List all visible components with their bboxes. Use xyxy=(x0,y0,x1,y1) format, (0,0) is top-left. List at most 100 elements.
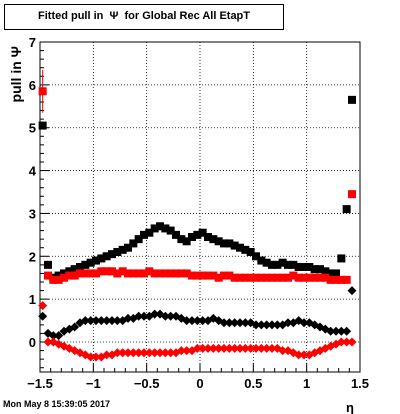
data-point-square xyxy=(124,269,132,278)
data-point-square xyxy=(118,245,127,254)
data-point-diamond xyxy=(230,318,240,328)
data-point-square xyxy=(214,273,223,282)
data-point-square xyxy=(230,241,239,250)
data-point-square xyxy=(113,269,122,278)
data-point-square xyxy=(81,260,90,269)
data-point-square xyxy=(273,273,282,282)
data-point-diamond xyxy=(272,320,282,330)
data-point-square xyxy=(225,271,234,280)
data-point-square xyxy=(204,271,212,280)
data-point-square xyxy=(316,265,324,274)
data-point-square xyxy=(348,190,356,199)
data-point-diamond xyxy=(347,286,357,296)
data-point-square xyxy=(161,224,170,233)
data-point-square xyxy=(326,269,335,278)
data-point-diamond xyxy=(112,348,122,358)
data-point-square xyxy=(150,269,159,278)
data-point-square xyxy=(305,273,314,282)
data-point-square xyxy=(246,248,255,256)
data-point-square xyxy=(257,256,266,265)
data-point-diamond xyxy=(198,343,208,353)
data-point-square xyxy=(305,263,314,271)
data-point-square xyxy=(310,273,319,282)
data-point-square xyxy=(241,245,250,254)
data-point-diamond xyxy=(166,311,176,321)
data-point-square xyxy=(182,237,191,246)
data-point-square xyxy=(310,265,319,274)
data-point-diamond xyxy=(342,337,352,347)
data-point-diamond xyxy=(48,331,58,341)
data-point-diamond xyxy=(91,316,101,326)
data-point-diamond xyxy=(128,348,138,358)
x-axis-label: η xyxy=(346,400,354,414)
data-point-square xyxy=(198,271,207,280)
data-point-square xyxy=(76,269,84,278)
data-point-diamond xyxy=(267,343,277,353)
y-tick-label: 0 xyxy=(29,335,36,350)
data-point-square xyxy=(236,243,244,252)
data-point-diamond xyxy=(38,311,48,321)
data-point-square xyxy=(166,226,175,235)
data-point-diamond xyxy=(240,343,250,353)
data-point-diamond xyxy=(187,316,197,326)
data-point-square xyxy=(284,273,292,282)
data-point-square xyxy=(49,275,58,284)
data-point-square xyxy=(129,239,138,248)
data-point-square xyxy=(230,273,239,282)
data-point-square xyxy=(97,254,106,263)
x-tick-label: −1 xyxy=(86,376,101,391)
data-point-diamond xyxy=(139,348,149,358)
data-point-diamond xyxy=(160,348,170,358)
data-point-diamond xyxy=(112,316,122,326)
data-point-diamond xyxy=(299,318,309,328)
data-point-square xyxy=(214,237,223,246)
data-point-square xyxy=(268,260,276,269)
data-point-square xyxy=(102,267,111,276)
data-point-square xyxy=(332,275,340,284)
data-point-diamond xyxy=(134,348,144,358)
data-point-square xyxy=(156,222,164,231)
data-point-square xyxy=(92,256,100,265)
data-point-diamond xyxy=(118,348,128,358)
data-point-square xyxy=(209,235,218,244)
data-point-square xyxy=(44,260,52,269)
y-tick-label: 5 xyxy=(29,121,36,136)
data-point-square xyxy=(278,273,287,282)
data-point-square xyxy=(60,273,68,282)
data-point-diamond xyxy=(336,337,346,347)
data-point-square xyxy=(273,260,282,269)
data-point-square xyxy=(102,252,111,261)
data-point-square xyxy=(70,271,79,280)
data-point-diamond xyxy=(203,343,213,353)
data-point-square xyxy=(321,267,330,276)
data-point-diamond xyxy=(182,346,192,356)
data-point-square xyxy=(140,230,148,239)
data-point-square xyxy=(166,269,175,278)
data-point-diamond xyxy=(198,316,208,326)
data-point-square xyxy=(60,269,68,278)
data-point-square xyxy=(118,267,127,276)
data-point-diamond xyxy=(256,320,266,330)
data-point-square xyxy=(204,233,212,241)
data-point-square xyxy=(252,252,260,261)
data-point-square xyxy=(193,271,202,280)
data-point-square xyxy=(300,273,308,282)
data-point-diamond xyxy=(262,343,272,353)
y-tick-label: 1 xyxy=(29,292,36,307)
y-tick-label: 4 xyxy=(29,164,37,179)
data-point-diamond xyxy=(91,352,101,362)
data-point-diamond xyxy=(155,348,165,358)
y-tick-label: 7 xyxy=(29,35,36,50)
x-tick-label: 0 xyxy=(196,376,203,391)
timestamp: Mon May 8 15:39:05 2017 xyxy=(3,399,111,409)
data-point-diamond xyxy=(144,348,154,358)
data-point-square xyxy=(177,269,186,278)
data-point-diamond xyxy=(139,311,149,321)
data-point-diamond xyxy=(192,343,202,353)
data-point-square xyxy=(150,224,159,233)
data-point-diamond xyxy=(294,350,304,360)
data-point-diamond xyxy=(70,322,80,332)
data-point-diamond xyxy=(123,313,133,323)
data-point-diamond xyxy=(262,320,272,330)
